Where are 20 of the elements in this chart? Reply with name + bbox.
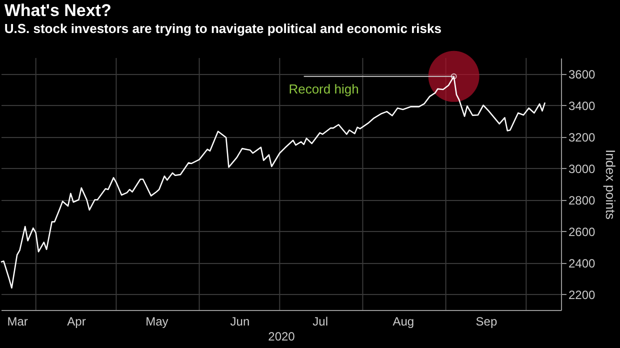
x-tick-label: Apr — [67, 314, 86, 328]
y-tick-label: 2200 — [568, 288, 596, 302]
x-tick-label: Mar — [7, 314, 28, 328]
x-tick-label: Sep — [476, 314, 498, 328]
y-tick-label: 3200 — [568, 130, 596, 144]
x-axis-title: 2020 — [268, 330, 296, 344]
y-tick-label: 3600 — [568, 67, 596, 82]
y-tick-label: 2800 — [568, 193, 596, 208]
x-tick-label: May — [146, 314, 168, 328]
y-tick-label: 2400 — [568, 256, 596, 270]
x-tick-label: Aug — [392, 314, 414, 328]
chart-subtitle: U.S. stock investors are trying to navigate political and economic risks — [4, 20, 442, 36]
y-tick-label: 2600 — [568, 224, 596, 239]
y-axis-title: Index points — [603, 149, 618, 220]
chart-title: What's Next? — [4, 0, 112, 20]
x-tick-label: Jul — [312, 314, 328, 328]
y-tick-label: 3400 — [568, 98, 596, 113]
annotation: Record high — [288, 81, 359, 96]
x-tick-label: Jun — [230, 314, 250, 328]
y-tick-label: 3000 — [568, 162, 596, 176]
